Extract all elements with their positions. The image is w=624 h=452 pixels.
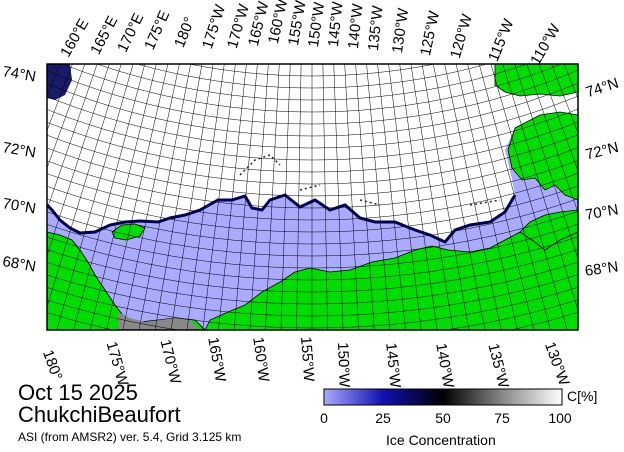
land-chukotka (47, 231, 206, 330)
coord-label: 145°W (382, 341, 404, 389)
ice-edge (47, 193, 517, 244)
colorbar-title: Ice Concentration (386, 432, 496, 448)
no-data-area (118, 312, 200, 330)
map-frame (46, 63, 579, 331)
coord-label: 150°W (334, 341, 353, 388)
colorbar-tick: 25 (375, 410, 391, 426)
coord-label: 68°N (583, 258, 620, 280)
graticule (47, 64, 578, 330)
colorbar-tick: 100 (548, 410, 572, 426)
map-source: ASI (from AMSR2) ver. 5.4, Grid 3.125 km (18, 430, 242, 444)
land-canada-mainland (519, 209, 578, 251)
map-panel (47, 64, 578, 330)
colorbar-tick: 75 (494, 410, 510, 426)
coord-label: 155°W (297, 335, 318, 383)
sea-ice-pack (47, 64, 578, 242)
colorbar-tick: 50 (435, 410, 451, 426)
colorbar-gradient (323, 388, 563, 406)
land-arctic-islands (494, 64, 578, 97)
map-region: ChukchiBeaufort (18, 402, 181, 427)
colorbar-tick: 0 (320, 410, 328, 426)
colorbar-unit: C[%] (567, 388, 598, 404)
land-banks-island (507, 111, 578, 201)
map-date: Oct 15 2025 (18, 380, 138, 405)
land-wrangel (111, 223, 146, 241)
